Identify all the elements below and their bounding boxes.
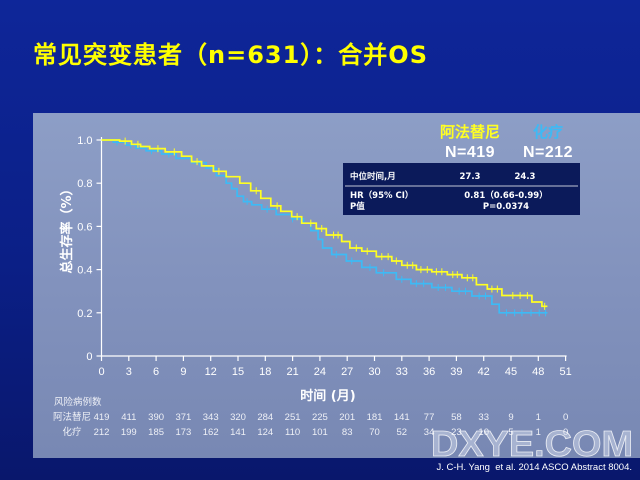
x-tick-label: 45 <box>505 366 517 378</box>
hazard-ratio-value: 0.81（0.66-0.99） <box>464 190 547 201</box>
stats-box: 中位时间,月 27.3 24.3 HR（95% CI） 0.81（0.66-0.… <box>343 163 580 215</box>
risk-count: 77 <box>424 412 435 423</box>
x-axis-label: 时间 (月) <box>300 388 355 404</box>
risk-count: 52 <box>397 427 408 438</box>
risk-count: 181 <box>367 412 383 423</box>
y-tick-label: 1.0 <box>77 135 92 147</box>
risk-count: 185 <box>148 427 164 438</box>
risk-count: 34 <box>424 427 435 438</box>
risk-count: 23 <box>451 427 462 438</box>
risk-count: 201 <box>339 412 355 423</box>
risk-count: 10 <box>478 427 489 438</box>
x-tick-label: 12 <box>205 366 217 378</box>
stats-box-background <box>343 163 580 215</box>
x-tick-label: 51 <box>559 366 571 378</box>
risk-count: 9 <box>508 412 513 423</box>
x-tick-label: 24 <box>314 366 326 378</box>
x-tick-label: 3 <box>126 366 132 378</box>
x-tick-label: 36 <box>423 366 435 378</box>
risk-count: 110 <box>285 427 300 438</box>
risk-count: 225 <box>312 412 328 423</box>
risk-count: 70 <box>369 427 380 438</box>
risk-count: 124 <box>257 427 273 438</box>
risk-count: 284 <box>257 412 273 423</box>
survival-curve <box>101 139 548 314</box>
x-tick-label: 15 <box>232 366 244 378</box>
risk-count: 251 <box>285 412 301 423</box>
risk-count: 58 <box>451 412 462 423</box>
y-tick-label: 0 <box>86 351 92 363</box>
legend-series-name: 阿法替尼 <box>440 123 500 141</box>
risk-table-title: 风险病例数 <box>54 396 102 408</box>
y-tick-label: 0.8 <box>77 178 92 190</box>
risk-count: 1 <box>536 412 541 423</box>
median-value: 24.3 <box>515 172 536 182</box>
citation-footer: J. C-H. Yang et al. 2014 ASCO Abstract 8… <box>436 462 632 473</box>
median-value: 27.3 <box>460 172 481 182</box>
axes: 00.20.40.60.81.00 3 6 9 12 15 18 21 24 27 30 33 36 39… <box>77 135 572 378</box>
risk-count: 1 <box>536 427 541 438</box>
risk-count: 141 <box>394 412 410 423</box>
risk-table: 风险病例数 阿法替尼 419 411 390 371 343 320 284 251 225 201… <box>53 396 568 438</box>
y-tick-label: 0.4 <box>77 265 92 277</box>
x-tick-label: 30 <box>368 366 380 378</box>
x-tick-label: 0 <box>98 366 104 378</box>
legend-sample-size: N=212 <box>523 144 573 161</box>
risk-row-label: 化疗 <box>62 426 82 438</box>
risk-count: 371 <box>175 412 191 423</box>
x-tick-label: 9 <box>180 366 186 378</box>
legend-series-name: 化疗 <box>533 123 563 141</box>
slide-title: 常见突变患者（n=631）：合并OS <box>33 41 428 69</box>
risk-count: 141 <box>230 427 246 438</box>
risk-count: 101 <box>312 427 328 438</box>
p-value-label: P值 <box>350 201 365 212</box>
x-tick-label: 42 <box>478 366 490 378</box>
risk-count: 419 <box>94 412 110 423</box>
risk-count: 83 <box>342 427 353 438</box>
risk-count: 390 <box>148 412 164 423</box>
risk-count: 0 <box>563 427 568 438</box>
median-label: 中位时间,月 <box>350 171 396 182</box>
legend-sample-size: N=419 <box>445 144 495 161</box>
y-axis-label: 总生存率（%） <box>59 182 75 273</box>
risk-count: 162 <box>203 427 219 438</box>
curves <box>101 137 548 317</box>
risk-count: 212 <box>94 427 110 438</box>
hazard-ratio-label: HR（95% CI） <box>350 190 413 201</box>
x-tick-label: 18 <box>259 366 271 378</box>
risk-count: 0 <box>563 412 568 423</box>
risk-row-label: 阿法替尼 <box>53 411 91 423</box>
risk-count: 411 <box>121 412 136 423</box>
x-tick-label: 48 <box>532 366 544 378</box>
risk-count: 5 <box>508 427 513 438</box>
x-tick-label: 21 <box>286 366 298 378</box>
x-tick-label: 6 <box>153 366 159 378</box>
risk-count: 320 <box>230 412 246 423</box>
legend: 阿法替尼 化疗 N=419 N=212 <box>440 123 573 161</box>
risk-count: 199 <box>121 427 137 438</box>
risk-count: 343 <box>203 412 219 423</box>
risk-count: 33 <box>478 412 489 423</box>
survival-curve <box>101 139 548 308</box>
y-tick-label: 0.2 <box>77 308 92 320</box>
x-tick-label: 39 <box>450 366 462 378</box>
p-value: P=0.0374 <box>483 202 529 212</box>
watermark: DXYE.COM <box>431 423 633 464</box>
y-tick-label: 0.6 <box>77 221 92 233</box>
x-tick-label: 27 <box>341 366 353 378</box>
x-tick-label: 33 <box>396 366 408 378</box>
risk-count: 173 <box>175 427 191 438</box>
